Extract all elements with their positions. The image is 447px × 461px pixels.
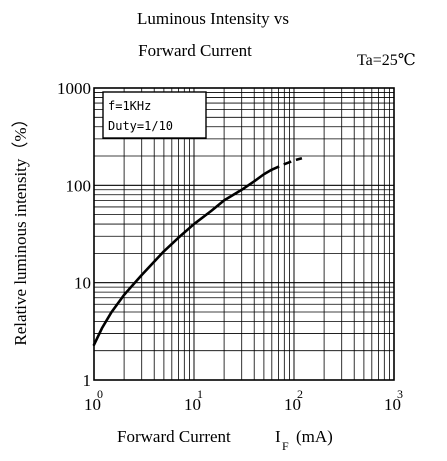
x-tick-label: 103 bbox=[384, 387, 403, 414]
annotation-box: f=1KHz Duty=1/10 bbox=[103, 92, 206, 138]
x-axis-label-symbol: I bbox=[275, 427, 281, 446]
y-tick-label: 1000 bbox=[57, 79, 91, 98]
y-tick-label: 10 bbox=[74, 274, 91, 293]
y-tick-label: 100 bbox=[66, 176, 92, 195]
x-tick-exponent: 3 bbox=[397, 387, 403, 401]
x-tick-exponent: 0 bbox=[97, 387, 103, 401]
y-tick-labels: 1 10 100 1000 bbox=[57, 79, 91, 390]
annotation-frequency: f=1KHz bbox=[108, 99, 151, 113]
x-axis-label-main: Forward Current bbox=[117, 427, 231, 446]
series-group bbox=[94, 158, 302, 345]
x-axis-label-unit: (mA) bbox=[296, 427, 333, 446]
chart-subtitle: Forward Current bbox=[138, 41, 252, 60]
chart-title: Luminous Intensity vs bbox=[137, 9, 289, 28]
x-tick-exponent: 2 bbox=[297, 387, 303, 401]
series-line-dashed-1 bbox=[272, 158, 302, 169]
x-tick-exponent: 1 bbox=[197, 387, 203, 401]
x-tick-label: 100 bbox=[84, 387, 103, 414]
x-tick-label: 102 bbox=[284, 387, 303, 414]
x-axis-label: Forward Current I F (mA) bbox=[117, 427, 333, 453]
annotation-duty: Duty=1/10 bbox=[108, 119, 173, 133]
x-tick-label: 101 bbox=[184, 387, 203, 414]
series-line-solid-0 bbox=[94, 170, 272, 345]
condition-label: Ta=25℃ bbox=[357, 52, 416, 69]
x-axis-label-subscript: F bbox=[282, 439, 289, 453]
y-tick-label: 1 bbox=[83, 371, 92, 390]
y-axis-label: Relative luminous intensity（%） bbox=[11, 110, 30, 345]
